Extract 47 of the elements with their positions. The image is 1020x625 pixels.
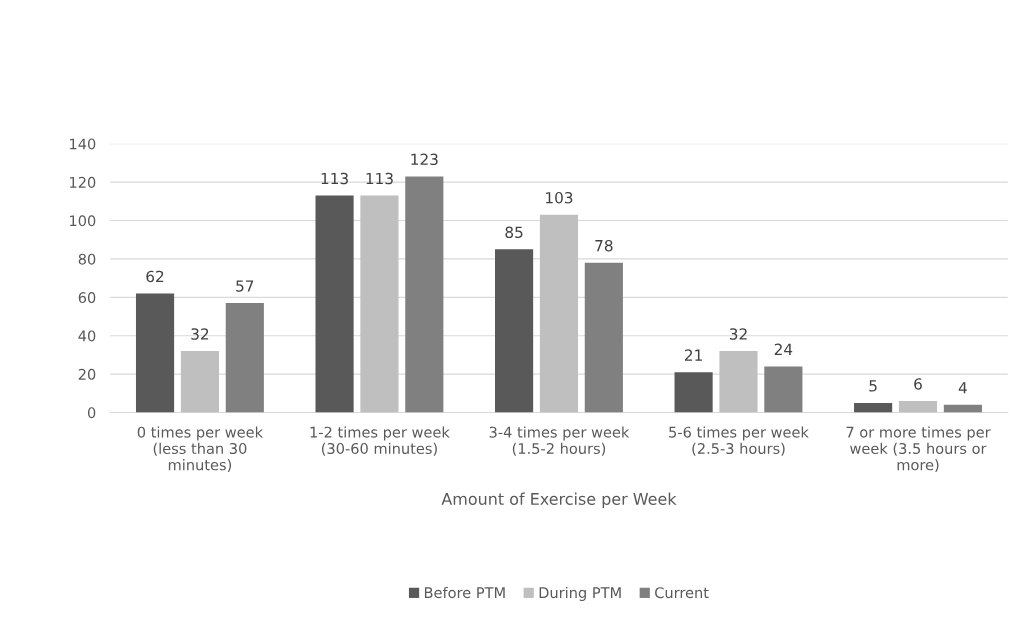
bar: [898, 400, 938, 413]
data-label: 32: [191, 328, 209, 340]
x-tick-label: 7 or more times per week (3.5 hours or more): [846, 426, 991, 473]
x-axis-title: Amount of Exercise per Week: [441, 492, 677, 509]
y-tick-label: 20: [78, 368, 96, 380]
data-label: 21: [685, 349, 702, 361]
data-label: 6: [914, 378, 922, 390]
data-label: 32: [729, 328, 747, 340]
data-label: 113: [366, 172, 393, 185]
bar: [360, 195, 399, 413]
y-tick-label: 40: [78, 330, 96, 342]
data-label: 62: [146, 270, 164, 283]
x-tick-label: 3-4 times per week (1.5-2 hours): [489, 426, 630, 456]
bar: [854, 402, 893, 413]
data-label: 123: [411, 153, 438, 166]
bar: [674, 372, 713, 413]
data-label: 57: [236, 280, 254, 292]
y-tick-label: 140: [70, 138, 96, 150]
data-label: 78: [595, 239, 613, 252]
bar: [764, 366, 803, 413]
bar: [405, 176, 444, 413]
y-tick-label: 60: [78, 292, 96, 304]
data-label: 85: [505, 226, 523, 239]
bar: [495, 249, 534, 413]
legend-label: Before PTM: [424, 586, 505, 599]
x-tick-label: 0 times per week (less than 30 minutes): [137, 426, 264, 473]
bar: [539, 214, 579, 413]
data-label: 103: [546, 191, 573, 204]
data-label: 5: [869, 380, 877, 392]
y-tick-label: 0: [87, 407, 96, 419]
bar: [943, 404, 982, 413]
bar: [315, 195, 354, 413]
y-tick-label: 80: [78, 253, 96, 265]
data-label: 4: [958, 382, 967, 394]
x-tick-label: 1-2 times per week (30-60 minutes): [310, 426, 450, 456]
legend-label: Current: [655, 587, 709, 599]
data-label: 24: [774, 343, 793, 355]
y-tick-label: 100: [70, 215, 96, 227]
legend-label: During PTM: [539, 586, 621, 601]
x-tick-label: 5-6 times per week (2.5-3 hours): [669, 426, 809, 456]
bar: [180, 351, 219, 413]
bar: [135, 293, 175, 413]
bar: [584, 262, 623, 413]
y-tick-label: 120: [70, 176, 96, 188]
data-label: 113: [321, 172, 348, 185]
bar: [719, 351, 758, 413]
bar: [225, 303, 264, 413]
